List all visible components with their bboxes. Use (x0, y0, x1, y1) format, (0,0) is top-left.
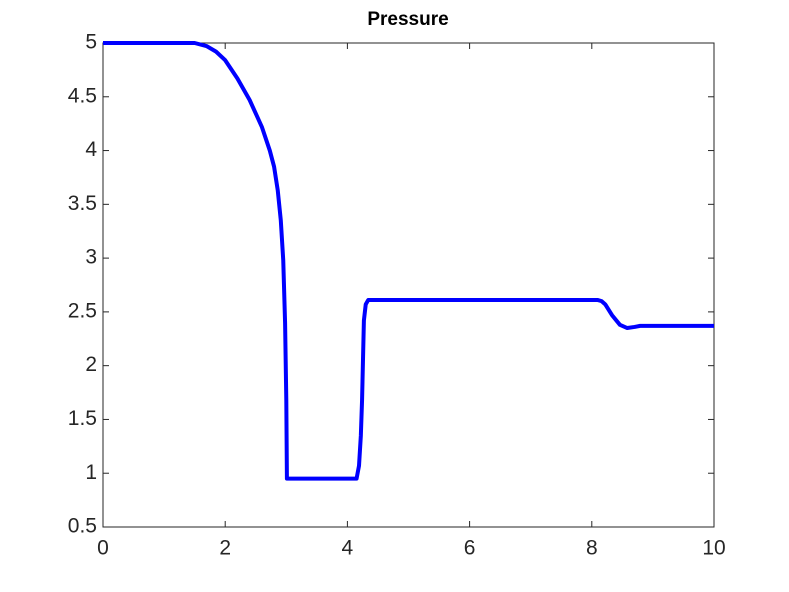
x-tick-label: 2 (219, 537, 231, 560)
y-tick-label: 5 (85, 31, 97, 54)
y-tick-label: 2.5 (68, 299, 97, 322)
y-tick-label: 2 (85, 353, 97, 376)
y-tick-label: 4 (85, 138, 97, 161)
line (103, 41, 714, 481)
chart-title: Pressure (367, 9, 448, 30)
x-tick-label: 10 (702, 537, 725, 560)
y-tick-label: 1 (85, 461, 97, 484)
x-tick-label: 6 (464, 537, 476, 560)
y-tick-label: 1.5 (68, 407, 97, 430)
x-tick-label: 4 (342, 537, 354, 560)
y-tick-label: 3 (85, 246, 97, 269)
x-tick-label: 0 (97, 537, 109, 560)
y-tick-label: 4.5 (68, 84, 97, 107)
y-tick-label: 3.5 (68, 192, 97, 215)
y-tick-label: 0.5 (68, 515, 97, 538)
axes-box (102, 42, 715, 528)
x-tick-label: 8 (586, 537, 598, 560)
